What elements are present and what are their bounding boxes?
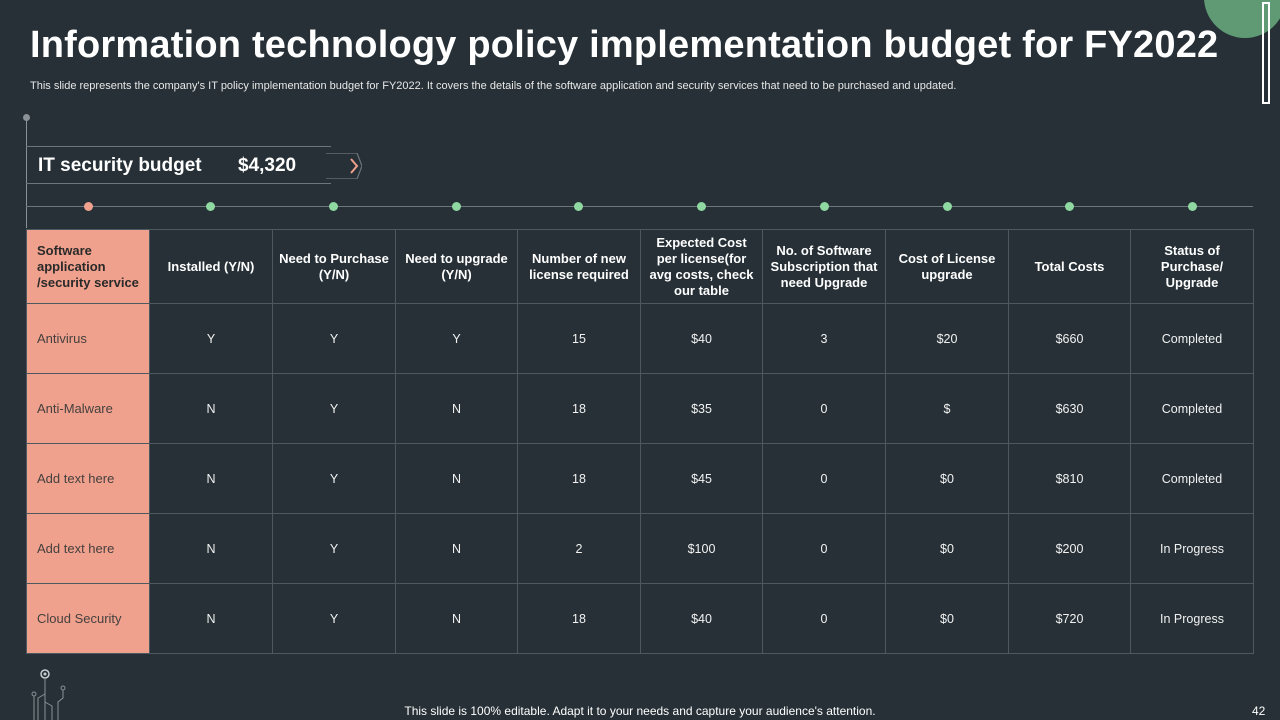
- table-cell: $0: [885, 513, 1009, 584]
- footer-text: This slide is 100% editable. Adapt it to…: [404, 704, 876, 718]
- column-header: Expected Cost per license(for avg costs,…: [640, 229, 763, 304]
- chevron-right-icon: [326, 153, 362, 179]
- timeline-horizontal-line: [26, 206, 1253, 207]
- table-cell: N: [395, 373, 518, 444]
- table-cell: Completed: [1130, 443, 1254, 514]
- table-cell: $40: [640, 303, 763, 374]
- timeline-dot: [574, 202, 583, 211]
- table-cell: Y: [395, 303, 518, 374]
- table-cell: $660: [1008, 303, 1131, 374]
- budget-table: Software application /security service I…: [26, 229, 1254, 654]
- table-row: Antivirus Y Y Y 15 $40 3 $20 $660 Comple…: [26, 303, 1254, 374]
- corner-decoration-bar: [1262, 2, 1270, 104]
- timeline-dot: [820, 202, 829, 211]
- table-cell: Completed: [1130, 303, 1254, 374]
- table-cell: Cloud Security: [26, 583, 150, 654]
- table-cell: N: [149, 513, 273, 584]
- table-cell: 2: [517, 513, 641, 584]
- table-cell: N: [149, 583, 273, 654]
- table-cell: $: [885, 373, 1009, 444]
- slide-title: Information technology policy implementa…: [30, 24, 1219, 66]
- table-cell: 3: [762, 303, 886, 374]
- timeline-dot: [697, 202, 706, 211]
- table-cell: 0: [762, 583, 886, 654]
- table-cell: N: [149, 443, 273, 514]
- column-header: Software application /security service: [26, 229, 150, 304]
- table-cell: 18: [517, 443, 641, 514]
- budget-value: $4,320: [238, 155, 297, 176]
- table-cell: Y: [149, 303, 273, 374]
- table-cell: In Progress: [1130, 513, 1254, 584]
- table-cell: Add text here: [26, 513, 150, 584]
- table-cell: $100: [640, 513, 763, 584]
- timeline-vertical-line: [26, 118, 27, 228]
- table-cell: N: [395, 583, 518, 654]
- table-cell: Y: [272, 443, 396, 514]
- table-cell: $40: [640, 583, 763, 654]
- column-header: Status of Purchase/ Upgrade: [1130, 229, 1254, 304]
- budget-summary: IT security budget $4,320: [26, 146, 362, 184]
- column-header: Total Costs: [1008, 229, 1131, 304]
- table-cell: $810: [1008, 443, 1131, 514]
- table-row: Anti-Malware N Y N 18 $35 0 $ $630 Compl…: [26, 373, 1254, 444]
- table-cell: 15: [517, 303, 641, 374]
- column-header: Number of new license required: [517, 229, 641, 304]
- column-header: Need to Purchase (Y/N): [272, 229, 396, 304]
- table-cell: $0: [885, 443, 1009, 514]
- table-cell: Y: [272, 513, 396, 584]
- table-cell: 18: [517, 583, 641, 654]
- table-cell: $0: [885, 583, 1009, 654]
- table-cell: In Progress: [1130, 583, 1254, 654]
- column-header: Cost of License upgrade: [885, 229, 1009, 304]
- table-cell: 0: [762, 373, 886, 444]
- table-cell: Y: [272, 303, 396, 374]
- table-cell: $45: [640, 443, 763, 514]
- table-cell: Y: [272, 583, 396, 654]
- page-number: 42: [1252, 704, 1266, 718]
- table-cell: N: [395, 513, 518, 584]
- table-row: Add text here N Y N 2 $100 0 $0 $200 In …: [26, 513, 1254, 584]
- table-cell: N: [149, 373, 273, 444]
- column-header: No. of Software Subscription that need U…: [762, 229, 886, 304]
- table-cell: Add text here: [26, 443, 150, 514]
- table-header-row: Software application /security service I…: [26, 229, 1254, 304]
- timeline-dot: [1188, 202, 1197, 211]
- budget-label: IT security budget: [38, 155, 202, 176]
- timeline-dot: [329, 202, 338, 211]
- table-row: Cloud Security N Y N 18 $40 0 $0 $720 In…: [26, 583, 1254, 654]
- column-header: Installed (Y/N): [149, 229, 273, 304]
- table-cell: 18: [517, 373, 641, 444]
- circuit-decoration-icon: [31, 669, 66, 720]
- table-cell: $35: [640, 373, 763, 444]
- timeline-dot: [206, 202, 215, 211]
- table-cell: $720: [1008, 583, 1131, 654]
- table-cell: Antivirus: [26, 303, 150, 374]
- slide-subtitle: This slide represents the company's IT p…: [30, 80, 957, 92]
- table-cell: $630: [1008, 373, 1131, 444]
- table-cell: $200: [1008, 513, 1131, 584]
- timeline-dot: [1065, 202, 1074, 211]
- table-cell: Y: [272, 373, 396, 444]
- timeline-dot: [943, 202, 952, 211]
- table-cell: Anti-Malware: [26, 373, 150, 444]
- timeline-start-dot: [23, 114, 30, 121]
- table-cell: 0: [762, 513, 886, 584]
- column-header: Need to upgrade (Y/N): [395, 229, 518, 304]
- table-row: Add text here N Y N 18 $45 0 $0 $810 Com…: [26, 443, 1254, 514]
- timeline-dot: [452, 202, 461, 211]
- timeline-dot: [84, 202, 93, 211]
- table-cell: 0: [762, 443, 886, 514]
- table-cell: Completed: [1130, 373, 1254, 444]
- table-cell: N: [395, 443, 518, 514]
- table-cell: $20: [885, 303, 1009, 374]
